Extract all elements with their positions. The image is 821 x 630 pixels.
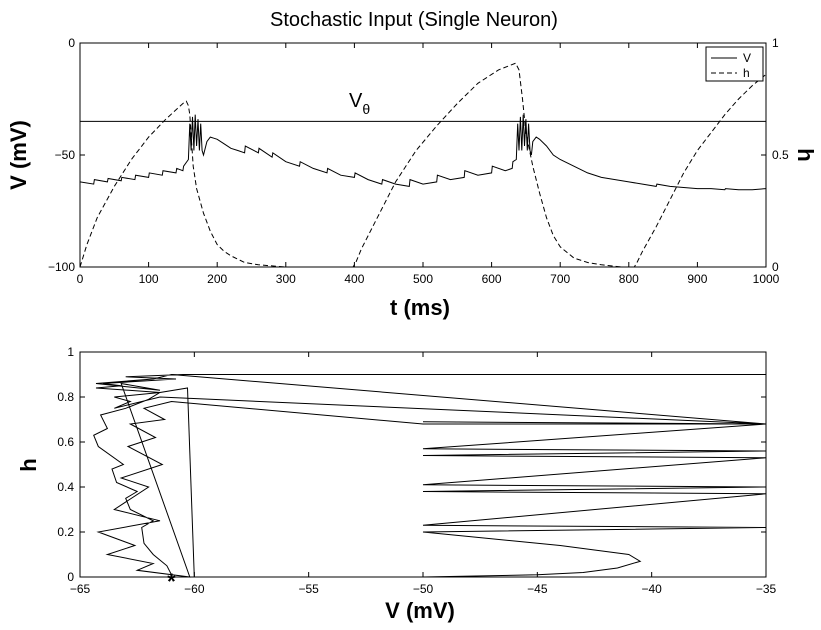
phase-trajectory-line — [93, 373, 767, 578]
top-x-tick-label: 200 — [207, 272, 227, 286]
top-x-tick-label: 1000 — [753, 272, 780, 286]
top-x-tick-label: 700 — [550, 272, 570, 286]
bottom-y-axis-label: h — [16, 458, 41, 471]
bottom-x-axis-label: V (mV) — [385, 598, 455, 623]
top-x-tick-label: 0 — [77, 272, 84, 286]
bottom-y-tick-label: 0 — [67, 570, 74, 584]
bottom-y-tick-label: 0.6 — [57, 435, 74, 449]
top-y-ticks-right: 00.51 — [761, 36, 789, 274]
bottom-x-tick-label: −55 — [298, 582, 319, 596]
top-y-right-tick-label: 0 — [772, 260, 779, 274]
bottom-x-tick-label: −65 — [70, 582, 91, 596]
top-y-tick-label: −100 — [48, 260, 75, 274]
bottom-x-ticks: −65 −60 −55 −50 −45 −40 −35 — [70, 352, 777, 596]
bottom-x-tick-label: −35 — [756, 582, 777, 596]
bottom-x-tick-label: −50 — [413, 582, 434, 596]
top-y-right-tick-label: 0.5 — [772, 148, 789, 162]
bottom-y-tick-label: 0.4 — [57, 480, 74, 494]
top-y-tick-label: −50 — [55, 148, 76, 162]
legend-v-label: V — [743, 51, 751, 65]
legend-box — [705, 46, 764, 82]
bottom-y-tick-label: 1 — [67, 345, 74, 359]
top-y-tick-label: 0 — [68, 36, 75, 50]
top-y-right-tick-label: 1 — [772, 36, 779, 50]
threshold-label: Vθ — [349, 90, 370, 117]
chart-title: Stochastic Input (Single Neuron) — [270, 9, 558, 31]
top-x-tick-label: 400 — [344, 272, 364, 286]
top-x-tick-label: 100 — [139, 272, 159, 286]
phase-plane-panel: −65 −60 −55 −50 −45 −40 −35 0 0.2 0.4 0.6 0.8 1 * V… — [16, 345, 777, 623]
bottom-y-tick-label: 0.2 — [57, 525, 74, 539]
top-y-axis-label-left: V (mV) — [6, 120, 31, 190]
bottom-plot-frame — [79, 351, 767, 578]
legend: V h — [705, 46, 764, 82]
bottom-x-tick-label: −45 — [527, 582, 548, 596]
bottom-y-ticks: 0 0.2 0.4 0.6 0.8 1 — [57, 345, 766, 584]
bottom-x-tick-label: −60 — [184, 582, 205, 596]
top-x-tick-label: 900 — [687, 272, 707, 286]
legend-h-label: h — [743, 66, 750, 80]
bottom-y-tick-label: 0.8 — [57, 390, 74, 404]
start-marker: * — [167, 569, 176, 594]
time-series-panel: Stochastic Input (Single Neuron) 0 100 200… — [6, 9, 818, 320]
top-x-tick-label: 500 — [413, 272, 433, 286]
series-h-line — [79, 62, 767, 268]
top-plot-frame — [79, 42, 767, 268]
top-x-tick-label: 800 — [619, 272, 639, 286]
top-y-axis-label-right: h — [793, 148, 818, 161]
series-v-line — [79, 114, 767, 191]
top-y-ticks-left: −100 −50 0 — [48, 36, 85, 274]
top-x-tick-label: 300 — [276, 272, 296, 286]
top-x-tick-label: 600 — [482, 272, 502, 286]
bottom-x-tick-label: −40 — [641, 582, 662, 596]
top-x-axis-label: t (ms) — [390, 295, 450, 320]
top-x-ticks: 0 100 200 300 400 500 600 700 800 900 1000 — [77, 43, 780, 286]
